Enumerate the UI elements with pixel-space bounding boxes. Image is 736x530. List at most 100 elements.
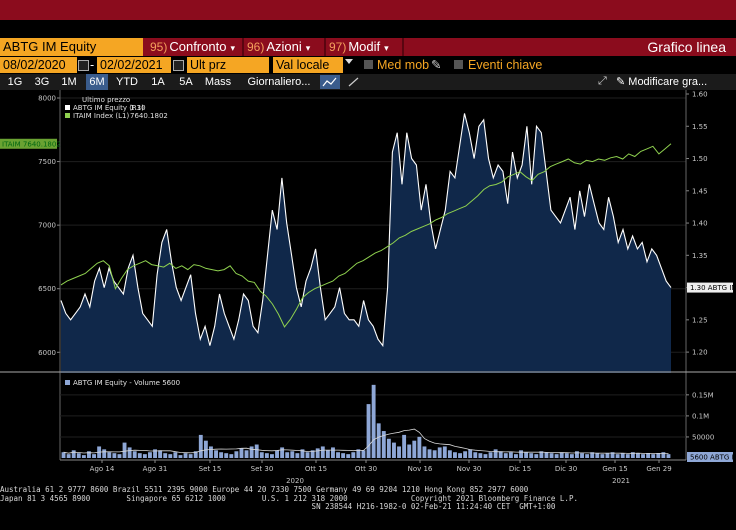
end-date-field[interactable]: 02/02/2021 — [97, 57, 171, 73]
volume-bar — [417, 436, 422, 458]
volume-bar — [636, 453, 640, 458]
volume-bar — [585, 454, 590, 458]
volume-bar — [508, 452, 513, 458]
equity-line — [60, 113, 672, 348]
volume-bar — [270, 454, 274, 458]
volume-bar — [453, 452, 457, 458]
moving-avg-checkbox[interactable] — [364, 60, 373, 69]
price-field-select[interactable]: Ult prz — [187, 57, 269, 73]
volume-bar — [554, 454, 559, 458]
volume-bar — [503, 453, 508, 458]
start-date-field[interactable]: 08/02/2020 — [0, 57, 77, 73]
divider — [402, 38, 404, 56]
currency-select[interactable]: Val locale — [273, 57, 343, 73]
volume-bar — [600, 454, 605, 458]
actions-caret-icon: ▾ — [305, 43, 311, 53]
volume-bar — [320, 446, 325, 458]
pencil-icon[interactable]: ✎ — [431, 58, 442, 72]
moving-avg-label: Med mob — [377, 58, 430, 72]
range-5a-button[interactable]: 5A — [179, 76, 193, 88]
range-6m-button[interactable]: 6M — [86, 74, 108, 90]
volume-bar — [173, 452, 178, 458]
volume-bar — [193, 451, 198, 458]
volume-bar — [66, 454, 71, 458]
right-tick-label: 1.25 — [692, 316, 708, 324]
divider — [242, 38, 244, 56]
calendar-icon[interactable] — [78, 60, 89, 71]
modify-button[interactable]: 97) Modif ▾ — [329, 38, 389, 56]
legend-entry-label: ITAIM Index (L1) — [73, 112, 129, 120]
range-giornaliero-button[interactable]: Giornaliero... — [247, 76, 311, 88]
page-title: Grafico linea — [647, 39, 726, 55]
legend-swatch — [65, 113, 70, 118]
volume-bar — [224, 453, 229, 458]
volume-bar — [656, 453, 661, 458]
date-dash: - — [90, 58, 95, 72]
left-tick-label: 7500 — [38, 158, 56, 166]
edit-chart-label: Modificare gra... — [628, 76, 708, 88]
range-3g-button[interactable]: 3G — [34, 76, 50, 88]
volume-bar — [122, 442, 127, 458]
legend-entry-value: 1.30 — [130, 104, 146, 112]
volume-tick-label: 0.15M — [692, 391, 714, 399]
volume-bar — [295, 453, 300, 458]
right-tick-label: 1.55 — [692, 123, 708, 131]
line-chart-icon[interactable] — [320, 75, 340, 89]
volume-bar — [386, 438, 391, 458]
volume-bar — [651, 454, 656, 458]
range-1g-button[interactable]: 1G — [7, 76, 23, 88]
expand-icon[interactable]: ⤢ — [598, 75, 607, 87]
volume-bar — [361, 450, 366, 458]
volume-bar — [102, 449, 107, 458]
left-tick-label: 8000 — [38, 95, 56, 103]
calendar-icon[interactable] — [173, 60, 184, 71]
x-tick-label: Dic 30 — [555, 465, 577, 473]
modify-number: 97) — [329, 40, 347, 54]
compare-button[interactable]: 95) Confronto ▾ — [150, 38, 235, 56]
volume-bar — [371, 384, 376, 458]
volume-bar — [280, 447, 285, 458]
price-chart[interactable]: 8000 7500 7000 6500 6000 1.60 1.55 1.50 1.45 1.40… — [0, 90, 736, 486]
volume-bar — [514, 454, 518, 458]
volume-bar — [71, 450, 76, 458]
volume-average-line — [63, 428, 669, 454]
volume-bar — [117, 454, 122, 458]
volume-bar — [209, 446, 213, 458]
range-1m-button[interactable]: 1M — [61, 76, 77, 88]
volume-bar — [412, 440, 417, 458]
volume-bar — [493, 449, 498, 458]
range-bar — [0, 74, 736, 90]
volume-bar — [427, 449, 432, 458]
volume-bar — [468, 449, 473, 458]
legend-entry-label: ABTG IM Equity (R1) — [73, 104, 144, 112]
actions-button[interactable]: 96) Azioni ▾ — [247, 38, 310, 56]
volume-bar — [76, 453, 81, 458]
range-1a-button[interactable]: 1A — [151, 76, 165, 88]
dropdown-arrow-icon[interactable] — [345, 59, 353, 64]
year-label: 2020 — [286, 477, 304, 485]
volume-bar — [432, 450, 437, 458]
volume-bar — [127, 447, 132, 458]
volume-bar — [219, 452, 224, 458]
volume-bar — [356, 449, 361, 458]
volume-bar — [285, 452, 290, 458]
range-ytd-button[interactable]: YTD — [116, 76, 138, 88]
edit-chart-button[interactable]: ✎ Modificare gra... — [616, 74, 707, 90]
volume-tick-label: 50000 — [692, 433, 714, 441]
volume-bar — [458, 453, 462, 458]
x-tick-label: Ago 14 — [90, 465, 115, 473]
toolbar — [0, 38, 736, 56]
series-layer — [60, 113, 672, 374]
security-field[interactable]: ABTG IM Equity — [0, 38, 143, 56]
volume-bar — [310, 450, 315, 458]
annotate-icon[interactable] — [346, 75, 362, 89]
volume-bar — [666, 454, 671, 458]
volume-bar — [305, 452, 310, 458]
compare-caret-icon: ▾ — [230, 43, 235, 53]
range-mass-button[interactable]: Mass — [204, 76, 232, 88]
volume-bar — [351, 452, 356, 458]
axes: 8000 7500 7000 6500 6000 1.60 1.55 1.50 1.45 1.40… — [0, 90, 736, 485]
key-events-checkbox[interactable] — [454, 60, 463, 69]
volume-bar — [437, 447, 442, 458]
